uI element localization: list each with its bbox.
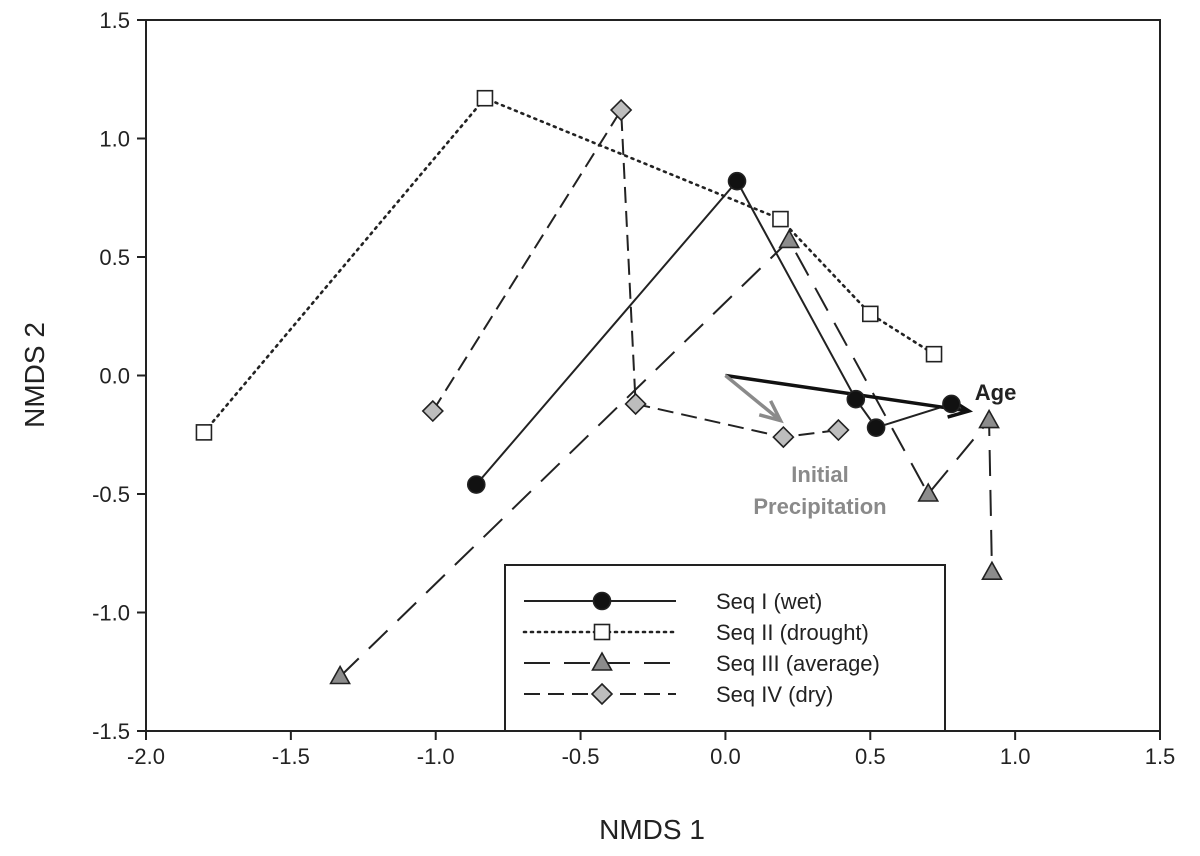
series-4-point [423, 401, 443, 421]
y-tick-label: 1.0 [99, 127, 130, 152]
series-4-point [828, 420, 848, 440]
series-3-point [780, 230, 799, 247]
series-4-point [773, 427, 793, 447]
y-tick-label: -1.5 [92, 719, 130, 744]
x-tick-label: 1.5 [1145, 744, 1176, 769]
x-tick-label: -0.5 [562, 744, 600, 769]
precip-vector-label-line2: Precipitation [753, 494, 886, 519]
y-tick-label: 0.5 [99, 245, 130, 270]
vectors: Age Initial Precipitation [725, 376, 1016, 520]
legend-label-4: Seq IV (dry) [716, 682, 833, 707]
x-tick-label: -1.0 [417, 744, 455, 769]
series-1-point [468, 476, 485, 493]
x-axis-title: NMDS 1 [599, 814, 705, 845]
x-tick-label: 1.0 [1000, 744, 1031, 769]
y-tick-label: -1.0 [92, 601, 130, 626]
series-line-4 [433, 110, 839, 437]
x-axis: -2.0 -1.5 -1.0 -0.5 0.0 0.5 1.0 1.5 [127, 731, 1175, 769]
series-2-point [196, 425, 211, 440]
y-axis-title: NMDS 2 [19, 322, 50, 428]
series-2-point [863, 306, 878, 321]
age-vector-label: Age [975, 380, 1017, 405]
x-tick-label: 0.0 [710, 744, 741, 769]
legend-label-1: Seq I (wet) [716, 589, 822, 614]
legend-label-2: Seq II (drought) [716, 620, 869, 645]
series-1-point [868, 419, 885, 436]
series-line-2 [204, 98, 934, 432]
series-1-point [729, 173, 746, 190]
series-2-point [773, 212, 788, 227]
x-tick-label: -2.0 [127, 744, 165, 769]
series-3-point [980, 411, 999, 428]
series-2-point [477, 91, 492, 106]
y-tick-label: -0.5 [92, 482, 130, 507]
x-tick-label: 0.5 [855, 744, 886, 769]
series-3-point [982, 562, 1001, 579]
y-axis: -1.5 -1.0 -0.5 0.0 0.5 1.0 1.5 [92, 8, 146, 744]
legend-marker-2 [595, 625, 610, 640]
series-1-point [847, 391, 864, 408]
series-1-point [943, 395, 960, 412]
y-tick-label: 0.0 [99, 364, 130, 389]
legend: Seq I (wet) Seq II (drought) Seq III (aver… [505, 565, 945, 731]
legend-label-3: Seq III (average) [716, 651, 880, 676]
legend-marker-1 [594, 593, 611, 610]
precip-vector-label-line1: Initial [791, 462, 848, 487]
series-2-point [927, 347, 942, 362]
series-4-point [611, 100, 631, 120]
x-tick-label: -1.5 [272, 744, 310, 769]
y-tick-label: 1.5 [99, 8, 130, 33]
